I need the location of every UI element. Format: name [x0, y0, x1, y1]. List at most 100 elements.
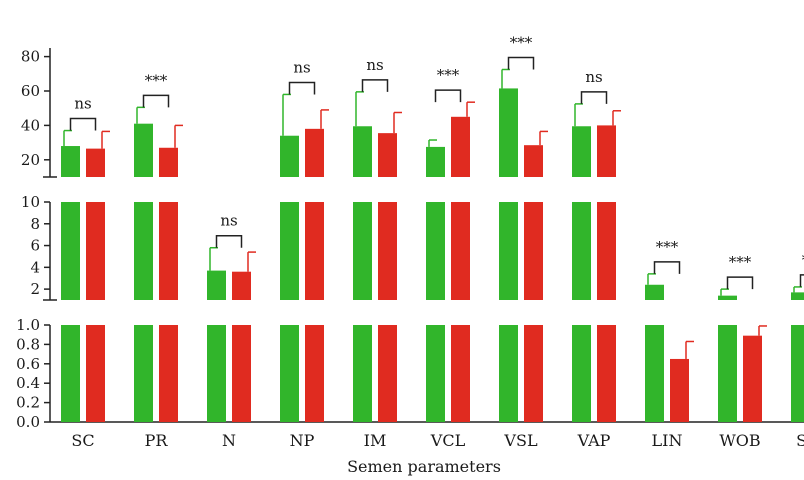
y-tick-label: 80 [21, 48, 40, 66]
y-tick-label: 40 [21, 116, 40, 134]
bars-layer [61, 68, 804, 422]
bar-top-segment [305, 128, 324, 177]
x-axis-title: Semen parameters [347, 457, 501, 476]
significance-label: ns [366, 56, 383, 74]
y-tick-label: 10 [21, 193, 40, 211]
y-tick-label: 4 [30, 258, 40, 276]
bar-segment [159, 202, 178, 300]
significance-bracket [726, 276, 754, 290]
bar-segment [86, 202, 105, 300]
y-tick-label: 20 [21, 151, 40, 169]
bar-top-segment [524, 145, 543, 177]
bar-top-segment [499, 88, 518, 177]
bar-top-segment [232, 271, 251, 300]
bar-top-segment [451, 116, 470, 177]
bar-segment [378, 202, 397, 300]
significance-bracket [142, 94, 170, 108]
bar-segment [499, 202, 518, 300]
bar-top-segment [159, 147, 178, 177]
y-tick-label: 8 [30, 215, 40, 233]
x-tick-label: VAP [577, 431, 611, 450]
bar-segment [572, 202, 591, 300]
significance-label: *** [145, 71, 168, 89]
significance-label: *** [656, 238, 679, 256]
y-tick-label: 0.8 [16, 335, 40, 353]
bar-segment [353, 202, 372, 300]
x-tick-label: NP [290, 431, 315, 450]
bar-segment [280, 202, 299, 300]
bar-segment [597, 325, 616, 422]
significance-label: *** [437, 66, 460, 84]
x-tick-label: PR [145, 431, 169, 450]
significance-bracket [69, 117, 97, 131]
bar-segment [791, 325, 804, 422]
bar-top-segment [61, 146, 80, 177]
bar-segment [597, 202, 616, 300]
bar-segment [134, 325, 153, 422]
x-tick-label: VSL [503, 431, 538, 450]
y-tick-label: 60 [21, 82, 40, 100]
y-tick-label: 0.2 [16, 394, 40, 412]
axes-layer: 20 40 60 80 2 4 6 8 10 0.00.2 0.40.6 0.81.0 SC PR N NP I… [16, 48, 804, 450]
significance-label: ns [220, 212, 237, 230]
bar-segment [86, 325, 105, 422]
significance-bracket [215, 234, 243, 248]
bar-top-segment [791, 292, 804, 300]
bar-top-segment [207, 270, 226, 300]
bar-segment [159, 325, 178, 422]
y-tick-label: 1.0 [16, 316, 40, 334]
bar-segment [305, 325, 324, 422]
x-tick-label: WOB [719, 431, 760, 450]
significance-bracket [580, 91, 608, 104]
bar-top-segment [353, 126, 372, 177]
bar-segment [524, 202, 543, 300]
significance-bracket [653, 261, 681, 274]
bar-segment [134, 202, 153, 300]
bar-segment [426, 325, 445, 422]
bar-segment [524, 325, 543, 422]
significance-label: *** [729, 253, 752, 271]
y-tick-label: 2 [30, 280, 40, 298]
x-tick-label: N [222, 431, 236, 450]
y-tick-label: 0.6 [16, 355, 40, 373]
significance-bracket [434, 89, 462, 103]
bar-segment [451, 325, 470, 422]
bar-segment [61, 325, 80, 422]
bar-segment [232, 325, 251, 422]
bar-segment [61, 202, 80, 300]
bar-segment [499, 325, 518, 422]
significance-bracket [507, 56, 535, 70]
bar-top-segment [572, 126, 591, 177]
bar-segment [426, 202, 445, 300]
bar-top-segment [426, 146, 445, 177]
bar-top-segment [280, 135, 299, 177]
y-tick-label: 6 [30, 237, 40, 255]
x-tick-label: SC [71, 431, 94, 450]
significance-bracket [288, 81, 316, 95]
bar-segment [280, 325, 299, 422]
x-tick-label: LIN [652, 431, 683, 450]
bar-top-segment [86, 148, 105, 177]
significance-layer: ns *** ns ns ns *** *** ns *** *** *** [69, 34, 804, 290]
bar-segment [207, 325, 226, 422]
significance-label: ns [74, 95, 91, 113]
significance-label: *** [802, 251, 804, 269]
bar-segment [645, 325, 664, 422]
significance-bracket [799, 274, 804, 287]
bar-top-segment [378, 133, 397, 177]
bar-segment [378, 325, 397, 422]
bar-top-segment [597, 125, 616, 177]
y-tick-label: 0.4 [16, 374, 40, 392]
bar-segment [572, 325, 591, 422]
x-tick-label: STR [796, 431, 804, 450]
significance-bracket [361, 79, 389, 92]
x-tick-label: VCL [430, 431, 466, 450]
bar-segment [718, 325, 737, 422]
bar-top-segment [718, 295, 737, 300]
bar-top-segment [645, 284, 664, 300]
bar-top-segment [670, 358, 689, 422]
significance-label: ns [293, 58, 310, 76]
significance-label: *** [510, 34, 533, 52]
significance-label: ns [585, 68, 602, 86]
